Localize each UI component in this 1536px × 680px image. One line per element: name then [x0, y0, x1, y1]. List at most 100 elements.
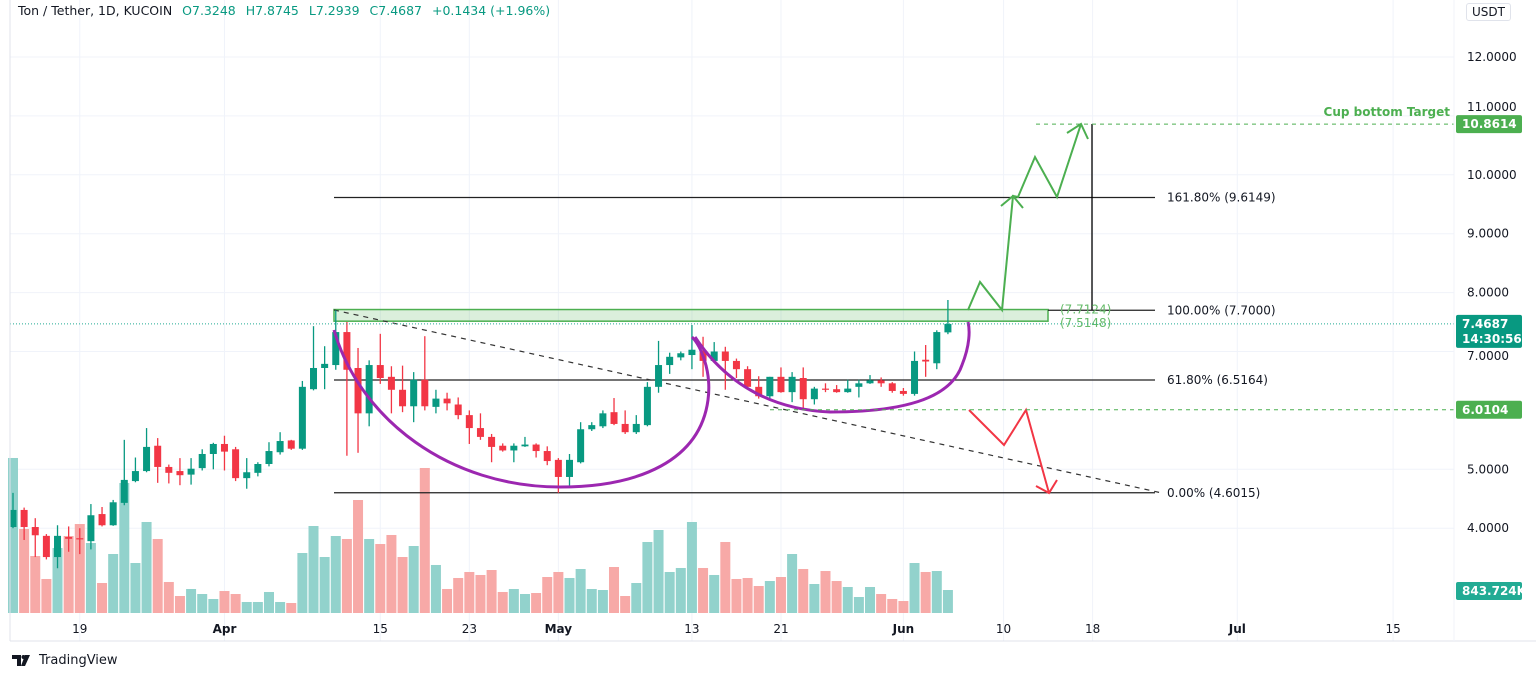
candle-body — [87, 515, 95, 542]
candle-body — [610, 412, 618, 424]
volume-bar — [764, 581, 775, 613]
candle-body — [710, 351, 718, 361]
candle-body — [677, 353, 685, 358]
volume-bar — [74, 524, 85, 613]
time-tick-label: Jul — [1228, 622, 1246, 636]
price-tick-label: 5.0000 — [1467, 462, 1509, 476]
candle-body — [510, 445, 518, 451]
candle-body — [922, 359, 930, 362]
volume-bar — [631, 583, 642, 613]
volume-bar — [341, 538, 352, 613]
volume-bar — [408, 545, 419, 613]
candle-body — [287, 440, 295, 449]
volume-bar — [887, 598, 898, 613]
zone-bottom-label: (7.5148) — [1060, 316, 1111, 330]
candle-body — [343, 332, 351, 370]
candle-body — [220, 443, 228, 452]
cup-curve-2[interactable] — [693, 321, 971, 414]
volume-bar — [397, 557, 408, 613]
volume-bar — [275, 601, 286, 613]
volume-bar — [931, 571, 942, 613]
volume-bar — [586, 588, 597, 613]
candle-body — [833, 389, 841, 393]
price-tick-label: 9.0000 — [1467, 227, 1509, 241]
candle-body — [76, 538, 84, 540]
candle-body — [243, 472, 251, 479]
tradingview-logo[interactable]: TradingView — [12, 653, 118, 668]
candle-body — [933, 332, 941, 364]
volume-bar — [8, 457, 18, 613]
cup-curve-1[interactable] — [332, 329, 711, 489]
candle-body — [821, 388, 829, 390]
resistance-zone — [333, 308, 1049, 322]
candle-body — [532, 444, 540, 452]
candle-body — [777, 376, 785, 393]
candle-body — [410, 379, 418, 407]
time-axis[interactable]: 19 Apr 15 23 May 13 21 Jun 10 18 Jul 15 — [72, 622, 1401, 636]
volume-bar — [186, 588, 197, 613]
candle-body — [521, 444, 529, 447]
bullish-path-arrow[interactable] — [967, 122, 1089, 313]
candle-body — [209, 443, 217, 454]
candle-body — [443, 398, 451, 404]
bearish-path-arrow[interactable] — [968, 407, 1058, 495]
volume-bar — [531, 593, 542, 613]
candle-body — [432, 398, 440, 407]
price-tick-label: 8.0000 — [1467, 286, 1509, 300]
candle-body — [911, 360, 919, 394]
candle-body — [321, 363, 329, 368]
candle-body — [632, 423, 640, 433]
price-tick-label: 11.0000 — [1467, 100, 1517, 114]
support-price-box-text: 6.0104 — [1462, 403, 1508, 417]
volume-bar — [664, 571, 675, 613]
candle-body — [399, 389, 407, 407]
time-tick-label: 19 — [72, 622, 87, 636]
target-label: Cup bottom Target — [1324, 105, 1451, 119]
currency-button[interactable]: USDT — [1466, 3, 1511, 21]
candle-body — [298, 386, 306, 449]
candle-body — [888, 383, 896, 391]
last-price-box-text: 7.4687 — [1462, 317, 1508, 331]
volume-bar — [831, 581, 842, 613]
candle-body — [276, 441, 284, 453]
volume-bar — [330, 535, 341, 613]
volume-bar — [97, 583, 108, 613]
candle-body — [354, 367, 362, 414]
fibonacci-levels[interactable]: 161.80% (9.6149) 100.00% (7.7000) 61.80% (… — [334, 190, 1276, 500]
high-value: H7.8745 — [245, 3, 299, 18]
price-overlays: (7.7124)(7.5148) Cup bottom Target — [10, 105, 1454, 411]
volume-bar — [575, 568, 586, 613]
candle-body — [387, 376, 395, 390]
volume-bar — [798, 568, 809, 613]
time-tick-label: 15 — [373, 622, 388, 636]
price-tick-label: 12.0000 — [1467, 50, 1517, 64]
volume-bar — [698, 567, 709, 613]
volume-bar — [41, 578, 52, 613]
volume-bar — [553, 571, 564, 613]
time-tick-label: 18 — [1085, 622, 1100, 636]
candle-body — [810, 388, 818, 400]
candle-body — [599, 413, 607, 427]
volume-bar — [386, 534, 397, 613]
volume-bar — [475, 574, 486, 613]
time-tick-label: 13 — [684, 622, 699, 636]
volume-bar — [842, 587, 853, 613]
candle-body — [788, 376, 796, 393]
price-tick-label: 4.0000 — [1467, 521, 1509, 535]
volume-bar — [52, 547, 63, 613]
candle-body — [176, 471, 184, 476]
volume-bar — [865, 587, 876, 613]
price-axis[interactable]: 4.0000 5.0000 7.0000 8.0000 9.0000 10.0000 11.… — [1467, 50, 1517, 535]
volume-bar — [197, 594, 208, 613]
volume-bar — [375, 544, 386, 613]
candle-body — [232, 449, 240, 479]
time-tick-label: 23 — [462, 622, 477, 636]
volume-bar — [286, 603, 297, 613]
zone-rect[interactable] — [333, 308, 1049, 322]
candle-body — [499, 445, 507, 451]
fib-level-label: 100.00% (7.7000) — [1167, 303, 1276, 317]
volume-bar — [519, 594, 530, 613]
trendline-dashed[interactable] — [333, 309, 1163, 494]
